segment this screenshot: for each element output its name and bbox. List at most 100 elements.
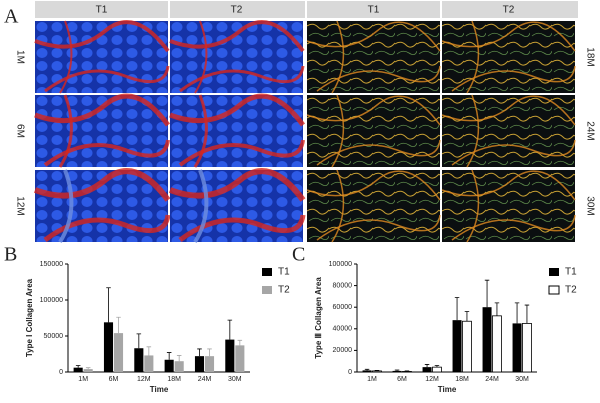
y-axis-label: Type Ⅲ Collagen Area [314, 277, 323, 359]
y-tick-label: 60000 [333, 304, 353, 311]
fiber [451, 65, 576, 92]
bar [194, 356, 205, 372]
fiber [168, 168, 306, 202]
bar [482, 307, 492, 372]
panel-label: B [4, 244, 17, 266]
legend-label: T1 [278, 267, 290, 278]
error-bar [176, 355, 182, 362]
error-bar [85, 367, 91, 370]
row-label: 1M [14, 50, 25, 64]
fiber [193, 94, 208, 168]
panel-label: A [4, 6, 19, 28]
legend-label: T2 [278, 285, 290, 296]
legend-swatch [262, 268, 272, 276]
bar [452, 320, 462, 372]
column-header: T2 [231, 5, 243, 16]
fiber [441, 170, 576, 201]
bar [362, 370, 372, 372]
error-bar [394, 369, 400, 371]
error-bar [524, 304, 530, 324]
y-tick-label: 80000 [333, 282, 353, 289]
bar [372, 370, 382, 373]
bar [492, 315, 502, 373]
fiber [59, 20, 73, 94]
fiber [33, 168, 171, 202]
legend-label: T2 [565, 285, 577, 296]
x-tick-label: 6M [109, 376, 119, 383]
bar [144, 355, 154, 372]
fiber [306, 95, 441, 126]
fiber [331, 20, 345, 94]
micrograph [441, 20, 576, 94]
fiber [34, 20, 170, 53]
fiber [194, 20, 208, 94]
fiber [316, 139, 441, 166]
error-bar [75, 365, 81, 368]
x-tick-label: 30M [515, 376, 529, 383]
fiber [34, 93, 171, 127]
bar [113, 333, 124, 372]
error-bar [227, 319, 233, 340]
x-tick-label: 30M [228, 376, 242, 383]
legend-swatch [262, 286, 272, 294]
micrograph [306, 169, 441, 243]
fiber [306, 21, 441, 52]
fiber [466, 20, 480, 94]
legend-swatch [549, 268, 559, 276]
micrograph [34, 93, 171, 168]
fiber [316, 65, 441, 92]
micrograph [441, 169, 576, 243]
y-tick-label: 20000 [333, 347, 353, 354]
x-tick-label: 12M [137, 376, 151, 383]
error-bar [464, 311, 470, 322]
y-tick-label: 0 [59, 369, 63, 376]
x-tick-label: 1M [367, 376, 377, 383]
bar [174, 361, 184, 372]
bar [204, 356, 215, 372]
bar [225, 339, 235, 372]
x-tick-label: 18M [455, 376, 469, 383]
error-bar [116, 316, 121, 334]
error-bar [197, 348, 202, 357]
column-header: T1 [368, 5, 380, 16]
legend-label: T1 [565, 267, 577, 278]
column-header: T2 [503, 5, 515, 16]
error-bar [404, 370, 410, 372]
bar [512, 323, 522, 372]
bar [235, 345, 245, 372]
fiber [441, 21, 576, 52]
error-bar [484, 279, 490, 308]
fiber [451, 139, 576, 166]
micrograph [169, 20, 305, 94]
bar [83, 369, 93, 372]
fiber [466, 94, 480, 168]
panel-label: C [292, 244, 305, 266]
bar [134, 348, 144, 372]
bar [432, 366, 442, 373]
bar [402, 371, 412, 373]
bar [164, 359, 174, 372]
legend-swatch [548, 285, 560, 295]
row-label: 24M [584, 121, 595, 140]
micrograph [33, 168, 171, 244]
error-bar [146, 346, 152, 356]
bar [73, 367, 83, 372]
row-label: 30M [584, 196, 595, 215]
column-header: T1 [96, 5, 108, 16]
micrograph [306, 20, 441, 94]
micrograph [169, 93, 306, 168]
row-label: 6M [14, 124, 25, 138]
row-label: 12M [14, 196, 25, 215]
x-tick-label: 18M [167, 376, 181, 383]
fiber [466, 169, 480, 243]
error-bar [514, 302, 520, 324]
y-tick-label: 100000 [40, 297, 63, 304]
y-tick-label: 40000 [333, 326, 353, 333]
fiber [169, 93, 306, 127]
x-tick-label: 24M [198, 376, 212, 383]
bar [422, 367, 432, 372]
error-bar [454, 297, 460, 321]
fiber [331, 169, 345, 243]
micrograph [168, 168, 306, 244]
